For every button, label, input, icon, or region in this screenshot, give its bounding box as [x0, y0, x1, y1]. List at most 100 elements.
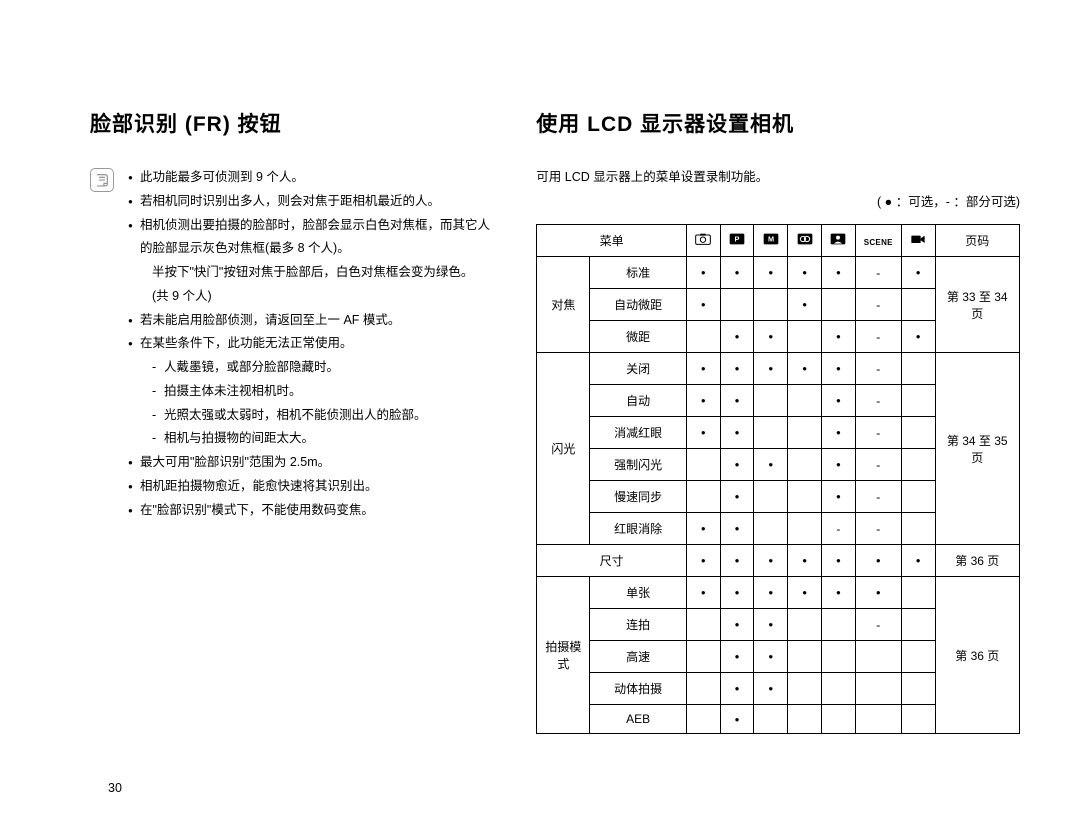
sub-bullet: 人戴墨镜，或部分脸部隐藏时。	[152, 356, 496, 380]
cell: ●	[822, 385, 856, 417]
cell	[788, 449, 822, 481]
cell	[754, 385, 788, 417]
cell	[754, 417, 788, 449]
cell	[788, 705, 822, 734]
program-icon: P	[729, 233, 745, 248]
page-number: 30	[108, 781, 122, 795]
cell: ●	[720, 353, 754, 385]
cell: ●	[686, 545, 720, 577]
cell: ●	[686, 257, 720, 289]
cell	[901, 705, 935, 734]
bullet-extra: 半按下"快门"按钮对焦于脸部后，白色对焦框会变为绿色。	[140, 261, 496, 285]
cell	[686, 449, 720, 481]
cell: ●	[901, 321, 935, 353]
row-name: 自动微距	[590, 289, 687, 321]
cell: -	[855, 321, 901, 353]
cell	[788, 385, 822, 417]
cell	[754, 481, 788, 513]
cell	[754, 705, 788, 734]
intro-text: 可用 LCD 显示器上的菜单设置录制功能。	[536, 166, 1020, 185]
cell	[822, 289, 856, 321]
cell	[788, 513, 822, 545]
group-label: 尺寸	[537, 545, 687, 577]
th-mode-program: P	[720, 225, 754, 257]
cell	[901, 513, 935, 545]
cell: ●	[788, 257, 822, 289]
page-ref: 第 34 至 35 页	[935, 353, 1020, 545]
cell: ●	[788, 545, 822, 577]
cell: -	[822, 513, 856, 545]
cell: ●	[720, 385, 754, 417]
cell: -	[855, 513, 901, 545]
group-label: 对焦	[537, 257, 590, 353]
cell	[686, 321, 720, 353]
cell	[720, 289, 754, 321]
cell	[822, 705, 856, 734]
cell	[855, 673, 901, 705]
cell: ●	[720, 321, 754, 353]
cell: ●	[855, 577, 901, 609]
bullet-extra: (共 9 个人)	[140, 285, 496, 309]
page-ref: 第 36 页	[935, 545, 1020, 577]
cell: ●	[754, 641, 788, 673]
cell	[901, 385, 935, 417]
cell	[901, 449, 935, 481]
cell: ●	[822, 257, 856, 289]
cell: -	[855, 385, 901, 417]
row-name: 关闭	[590, 353, 687, 385]
cell: ●	[822, 353, 856, 385]
movie-icon	[910, 233, 926, 248]
cell	[788, 641, 822, 673]
sub-bullet: 相机与拍摄物的间距太大。	[152, 427, 496, 451]
svg-text:M: M	[768, 235, 774, 244]
cell: ●	[754, 673, 788, 705]
cell	[686, 641, 720, 673]
scene-icon: SCENE	[864, 234, 893, 248]
left-column: 脸部识别 (FR) 按钮 此功能最多可侦测到 9 个人。若相机同时识别出多人，则…	[90, 108, 496, 734]
bullet-item: 相机距拍摄物愈近，能愈快速将其识别出。	[128, 475, 496, 499]
cell: ●	[686, 577, 720, 609]
row-name: 微距	[590, 321, 687, 353]
cell: ●	[788, 289, 822, 321]
cell: ●	[822, 577, 856, 609]
group-label: 闪光	[537, 353, 590, 545]
note-icon	[90, 168, 114, 192]
row-name: 慢速同步	[590, 481, 687, 513]
th-mode-portrait	[822, 225, 856, 257]
cell: ●	[822, 545, 856, 577]
cell	[788, 609, 822, 641]
cell	[855, 641, 901, 673]
bullet-item: 在"脸部识别"模式下，不能使用数码变焦。	[128, 499, 496, 523]
th-mode-movie	[901, 225, 935, 257]
portrait-icon	[830, 233, 846, 248]
cell: ●	[754, 577, 788, 609]
table-row: 拍摄模式单张●●●●●●第 36 页	[537, 577, 1020, 609]
cell	[901, 609, 935, 641]
table-row: 对焦标准●●●●●-●第 33 至 34 页	[537, 257, 1020, 289]
th-mode-manual: M	[754, 225, 788, 257]
cell: ●	[754, 321, 788, 353]
sub-bullet: 拍摄主体未注视相机时。	[152, 380, 496, 404]
cell	[686, 673, 720, 705]
cell: -	[855, 257, 901, 289]
cell: ●	[901, 545, 935, 577]
row-name: 强制闪光	[590, 449, 687, 481]
th-mode-auto	[686, 225, 720, 257]
cell: ●	[720, 673, 754, 705]
cell	[686, 481, 720, 513]
cell	[901, 673, 935, 705]
bullet-item: 此功能最多可侦测到 9 个人。	[128, 166, 496, 190]
bullet-item: 相机侦测出要拍摄的脸部时，脸部会显示白色对焦框，而其它人的脸部显示灰色对焦框(最…	[128, 214, 496, 309]
manual-icon: M	[763, 233, 779, 248]
manual-page: 脸部识别 (FR) 按钮 此功能最多可侦测到 9 个人。若相机同时识别出多人，则…	[90, 108, 1020, 734]
row-name: 动体拍摄	[590, 673, 687, 705]
cell	[788, 673, 822, 705]
cell: ●	[754, 545, 788, 577]
row-name: 红眼消除	[590, 513, 687, 545]
cell: -	[855, 353, 901, 385]
page-ref: 第 33 至 34 页	[935, 257, 1020, 353]
cell: ●	[720, 641, 754, 673]
cell	[855, 705, 901, 734]
bullet-list: 此功能最多可侦测到 9 个人。若相机同时识别出多人，则会对焦于距相机最近的人。相…	[128, 166, 496, 522]
bullet-item: 最大可用"脸部识别"范围为 2.5m。	[128, 451, 496, 475]
